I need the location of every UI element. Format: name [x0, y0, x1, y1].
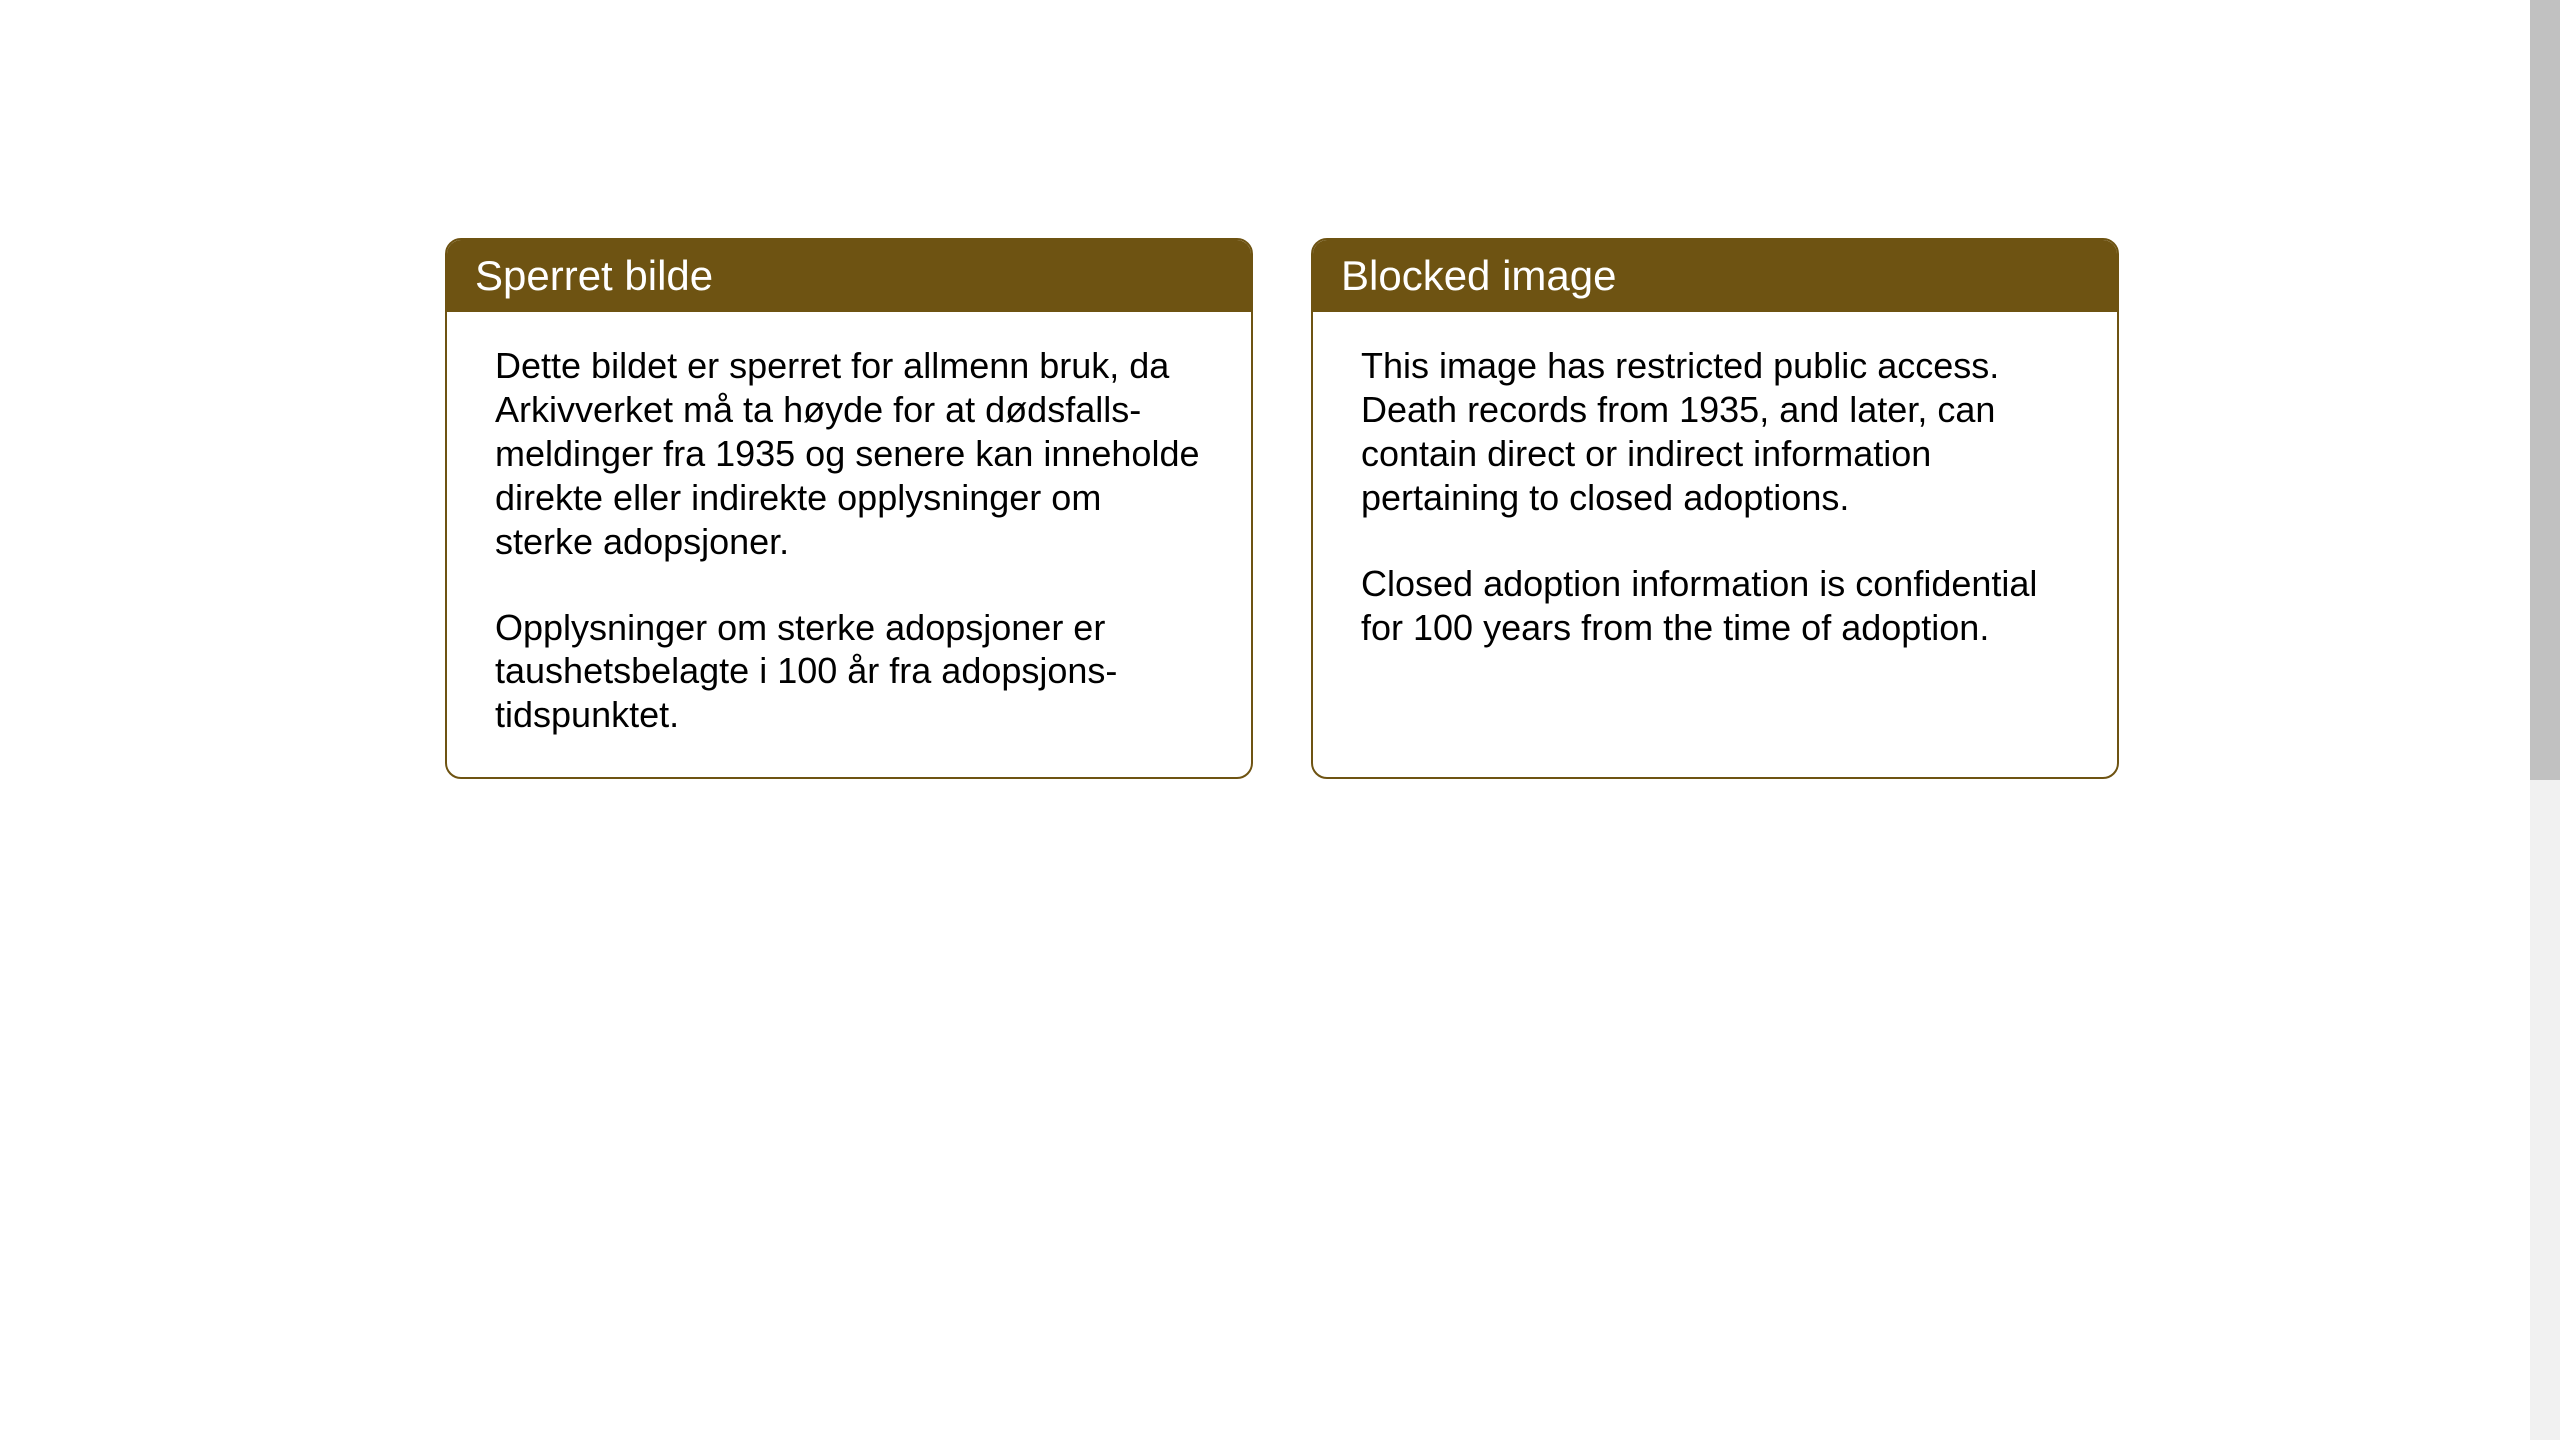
- card-norwegian: Sperret bilde Dette bildet er sperret fo…: [445, 238, 1253, 779]
- card-header-norwegian: Sperret bilde: [447, 240, 1251, 312]
- norwegian-paragraph-2: Opplysninger om sterke adopsjoner er tau…: [495, 606, 1203, 738]
- card-body-norwegian: Dette bildet er sperret for allmenn bruk…: [447, 312, 1251, 777]
- english-paragraph-1: This image has restricted public access.…: [1361, 344, 2069, 520]
- card-body-english: This image has restricted public access.…: [1313, 312, 2117, 689]
- cards-container: Sperret bilde Dette bildet er sperret fo…: [445, 238, 2119, 779]
- scrollbar-track[interactable]: [2530, 0, 2560, 1440]
- english-paragraph-2: Closed adoption information is confident…: [1361, 562, 2069, 650]
- norwegian-paragraph-1: Dette bildet er sperret for allmenn bruk…: [495, 344, 1203, 564]
- card-header-english: Blocked image: [1313, 240, 2117, 312]
- card-english: Blocked image This image has restricted …: [1311, 238, 2119, 779]
- scrollbar-thumb[interactable]: [2530, 0, 2560, 780]
